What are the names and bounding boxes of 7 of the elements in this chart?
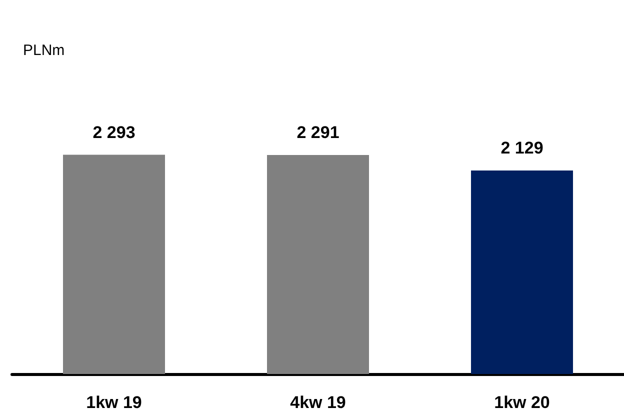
data-label: 2 293: [92, 122, 136, 142]
x-tick-label: 4kw 19: [290, 393, 346, 412]
data-label: 2 291: [296, 122, 340, 142]
text: PLNm: [23, 42, 65, 59]
x-tick-label: 1kw 19: [86, 393, 142, 412]
x-tick-label: 1kw 20: [494, 393, 550, 412]
data-label: 2 129: [500, 138, 544, 158]
